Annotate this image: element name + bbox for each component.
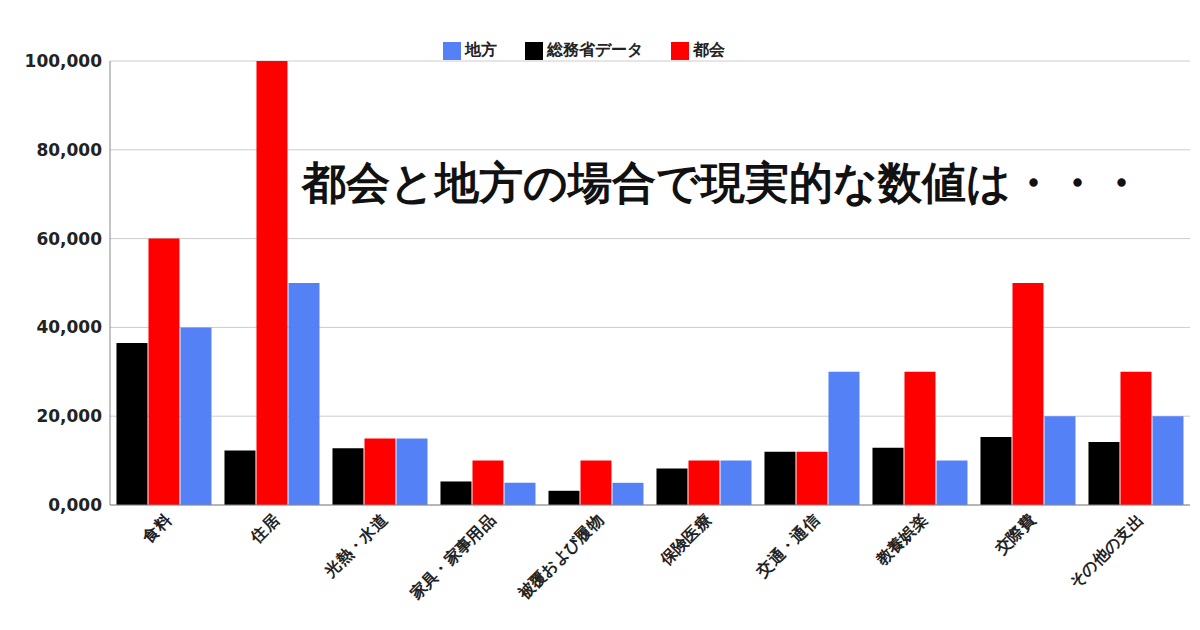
html-text:地方: 地方	[464, 40, 497, 59]
svg-text:交通・通信: 交通・通信	[752, 510, 823, 581]
svg-text:0,000: 0,000	[48, 495, 102, 515]
html-text:都会: 都会	[692, 40, 725, 59]
html-text:都会と地方の場合で現実的な数値は・・・: 都会と地方の場合で現実的な数値は・・・	[302, 157, 1143, 208]
svg-text:交際費: 交際費	[991, 510, 1039, 558]
svg-text:食料: 食料	[138, 510, 175, 547]
svg-text:40,000: 40,000	[36, 317, 102, 337]
html-text:総務省データ: 総務省データ	[546, 40, 643, 59]
svg-text:20,000: 20,000	[36, 406, 102, 426]
svg-text:教養娯楽: 教養娯楽	[871, 510, 930, 569]
svg-text:光熱・水道: 光熱・水道	[320, 510, 391, 581]
svg-text:60,000: 60,000	[36, 229, 102, 249]
svg-text:100,000: 100,000	[25, 51, 103, 71]
svg-text:被覆および履物: 被覆および履物	[514, 510, 607, 603]
svg-text:その他の支出: その他の支出	[1066, 510, 1147, 591]
svg-text:80,000: 80,000	[36, 140, 102, 160]
svg-text:住居: 住居	[246, 510, 283, 547]
svg-text:保険医療: 保険医療	[655, 510, 714, 569]
svg-text:家具・家事用品: 家具・家事用品	[406, 510, 499, 603]
